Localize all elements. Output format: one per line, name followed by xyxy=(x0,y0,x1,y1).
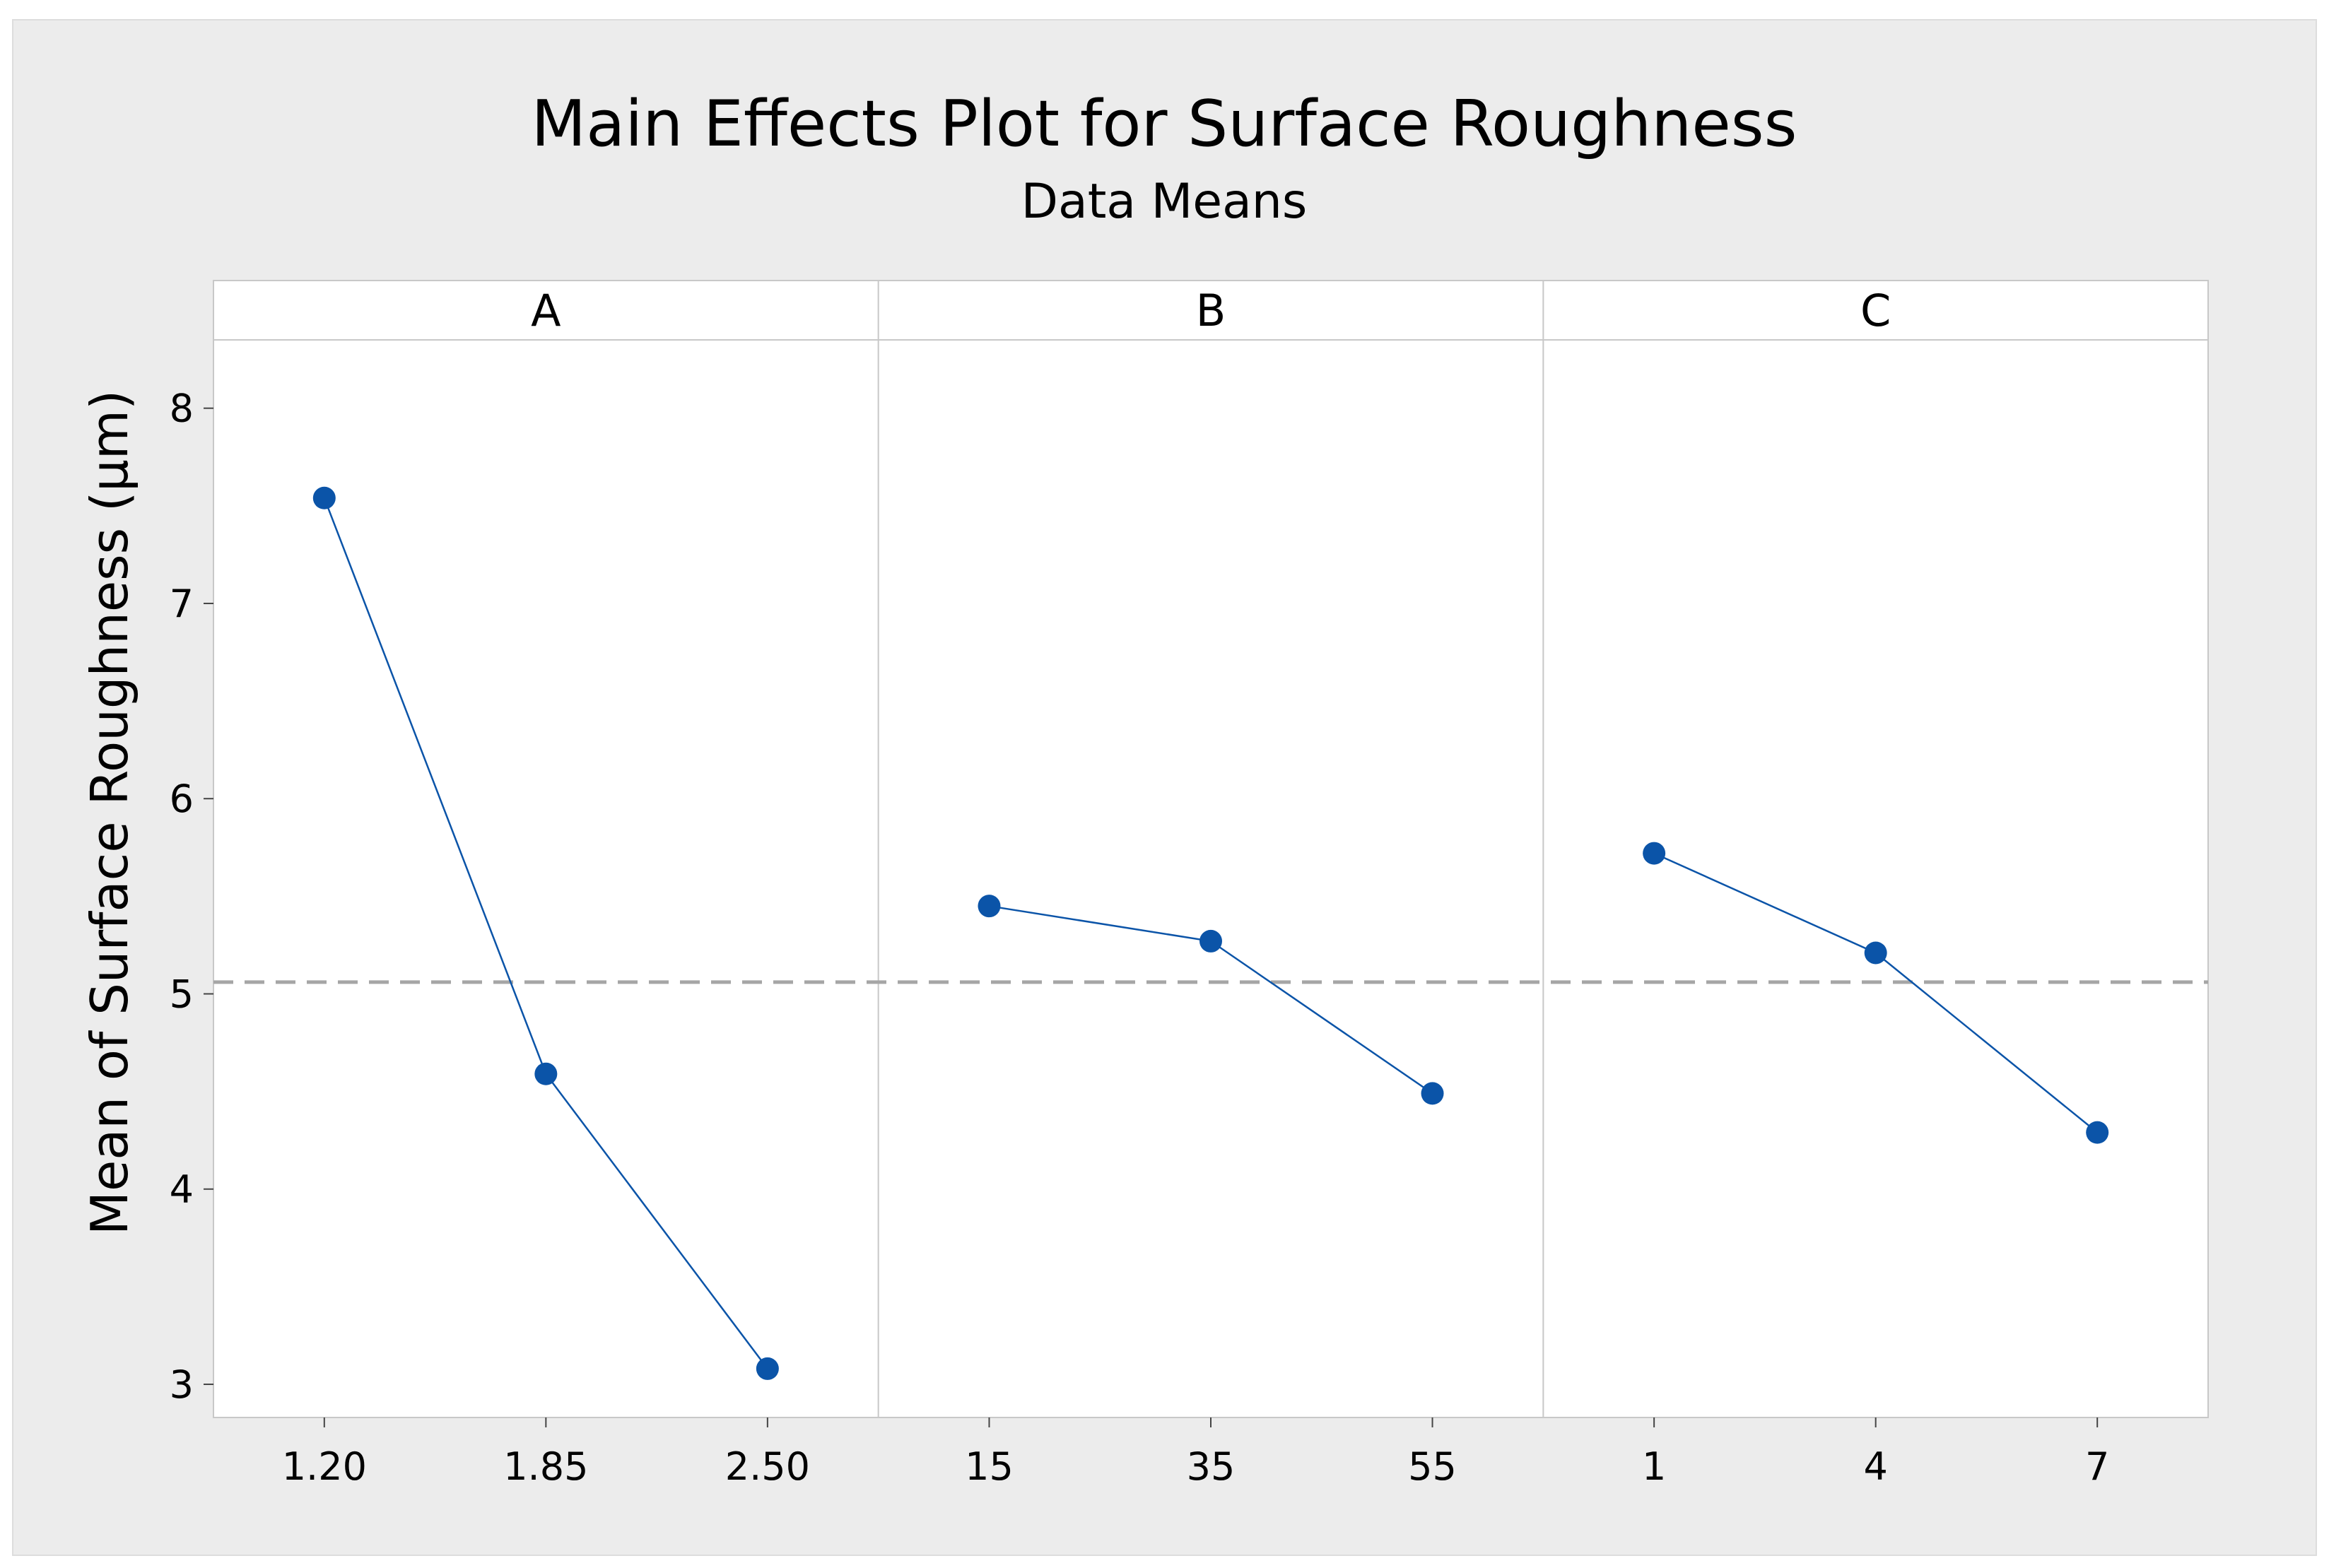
y-tick-label: 5 xyxy=(170,972,194,1016)
x-tick-label: 55 xyxy=(1408,1444,1457,1489)
data-point xyxy=(2086,1121,2109,1144)
x-tick-label: 35 xyxy=(1187,1444,1236,1489)
x-tick-label: 15 xyxy=(965,1444,1014,1489)
data-point xyxy=(756,1357,779,1380)
data-point xyxy=(1199,929,1222,953)
plot-area: 3 4 5 6 7 8 A 1.20 1.85 2.50 B 15 35 55 C 1 4 7 xyxy=(170,280,2209,1489)
panel-header-c: C xyxy=(1860,285,1891,336)
y-tick-label: 8 xyxy=(170,387,194,431)
panel-header-b: B xyxy=(1196,285,1226,336)
x-tick-label: 1.20 xyxy=(282,1444,367,1489)
panel-header-a: A xyxy=(531,285,561,336)
x-tick-label: 1 xyxy=(1642,1444,1666,1489)
plot-background xyxy=(213,280,2209,1418)
x-tick-label: 2.50 xyxy=(725,1444,810,1489)
chart-title: Main Effects Plot for Surface Roughness xyxy=(532,87,1797,161)
x-tick-label: 1.85 xyxy=(503,1444,588,1489)
y-axis-label: Mean of Surface Roughness (µm) xyxy=(80,390,139,1235)
chart-subtitle: Data Means xyxy=(1021,174,1308,230)
y-tick-label: 4 xyxy=(170,1167,194,1212)
data-point xyxy=(312,486,336,509)
data-point xyxy=(1421,1082,1444,1105)
y-tick-label: 6 xyxy=(170,777,194,821)
y-tick-label: 3 xyxy=(170,1362,194,1407)
y-tick-label: 7 xyxy=(170,582,194,626)
data-point xyxy=(978,895,1001,918)
x-tick-label: 4 xyxy=(1863,1444,1887,1489)
data-point xyxy=(1643,842,1666,865)
data-point xyxy=(1864,941,1887,965)
x-tick-label: 7 xyxy=(2085,1444,2109,1489)
data-point xyxy=(534,1062,558,1085)
